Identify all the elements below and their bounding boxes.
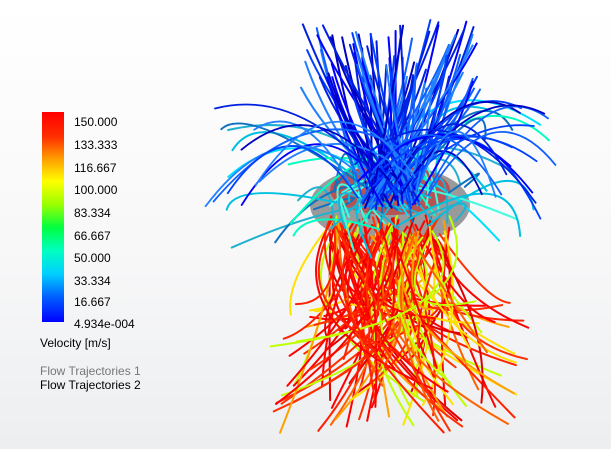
- trajectory-line: [339, 196, 355, 253]
- trajectories: [204, 19, 557, 434]
- trajectory-line: [258, 143, 412, 183]
- legend-label: 100.000: [74, 183, 118, 197]
- trajectory-line: [408, 123, 508, 176]
- trajectory-line: [329, 215, 451, 432]
- trajectory-line: [434, 152, 488, 192]
- trajectory-line: [428, 226, 471, 350]
- trajectory-line: [411, 80, 474, 206]
- trajectory-line: [409, 236, 488, 354]
- trajectory-line: [394, 124, 535, 196]
- trajectory-line: [427, 131, 557, 197]
- legend-label: 33.334: [74, 274, 111, 288]
- trajectory-line: [354, 31, 412, 203]
- trajectory-line: [337, 192, 400, 230]
- trajectory-line: [337, 225, 384, 387]
- trajectory-line: [378, 221, 410, 406]
- trajectory-line: [397, 236, 451, 384]
- legend-label: 66.667: [74, 229, 111, 243]
- trajectory-line: [317, 229, 399, 354]
- trajectory-line: [372, 135, 538, 188]
- trajectory-line: [269, 230, 445, 348]
- trajectory-line: [342, 235, 382, 360]
- legend-label: 50.000: [74, 251, 111, 265]
- legend-label: 83.334: [74, 206, 111, 220]
- legend-label: 133.333: [74, 138, 118, 152]
- trajectory-line: [354, 128, 537, 204]
- trajectory-line: [394, 192, 522, 237]
- trajectory-line: [427, 202, 467, 223]
- legend-label: 116.667: [74, 161, 117, 175]
- trajectory-line: [417, 243, 443, 399]
- trajectory-line: [401, 236, 449, 418]
- trajectory-line: [400, 104, 546, 196]
- trajectory-line: [212, 128, 423, 203]
- legend-label: 150.000: [74, 115, 118, 129]
- trajectory-line: [380, 74, 415, 199]
- trajectory-line: [226, 145, 359, 199]
- trajectory-line: [225, 192, 340, 211]
- trajectory-line: [421, 130, 497, 198]
- trajectory-line: [371, 134, 503, 196]
- trajectory-line: [220, 122, 398, 211]
- trajectory-line: [323, 215, 445, 434]
- trajectory-line: [294, 216, 337, 306]
- trajectory-line: [352, 43, 393, 190]
- color-bar: [42, 112, 64, 322]
- trajectory-item[interactable]: Flow Trajectories 2: [40, 378, 141, 392]
- trajectory-item[interactable]: Flow Trajectories 1: [40, 364, 141, 378]
- trajectory-line: [386, 100, 522, 200]
- legend-title: Velocity [m/s]: [40, 336, 111, 350]
- trajectory-line: [253, 120, 351, 186]
- trajectory-line: [390, 231, 438, 369]
- trajectory-line: [433, 238, 484, 404]
- trajectory-line: [395, 220, 435, 378]
- trajectory-line: [214, 103, 376, 176]
- trajectory-line: [410, 150, 483, 196]
- trajectory-line: [304, 60, 376, 189]
- trajectory-line: [447, 172, 480, 194]
- trajectory-line: [254, 120, 416, 187]
- legend-label: 16.667: [74, 295, 111, 309]
- trajectory-line: [427, 179, 535, 227]
- trajectory-line: [312, 196, 355, 211]
- trajectory-line: [279, 219, 340, 434]
- trajectory-line: [313, 217, 420, 326]
- trajectory-line: [321, 24, 420, 203]
- trajectory-line: [414, 223, 496, 323]
- trajectory-line: [282, 232, 380, 340]
- trajectory-line: [381, 239, 509, 425]
- trajectory-line: [362, 218, 378, 408]
- trajectory-line: [400, 235, 515, 395]
- trajectory-line: [416, 137, 542, 220]
- trajectory-line: [428, 105, 549, 190]
- trajectory-line: [292, 218, 381, 237]
- trajectory-line: [275, 217, 396, 405]
- legend-label: 4.934e-004: [74, 317, 135, 331]
- trajectory-line: [383, 134, 513, 169]
- trajectory-line: [370, 45, 451, 203]
- trajectory-line: [315, 220, 433, 390]
